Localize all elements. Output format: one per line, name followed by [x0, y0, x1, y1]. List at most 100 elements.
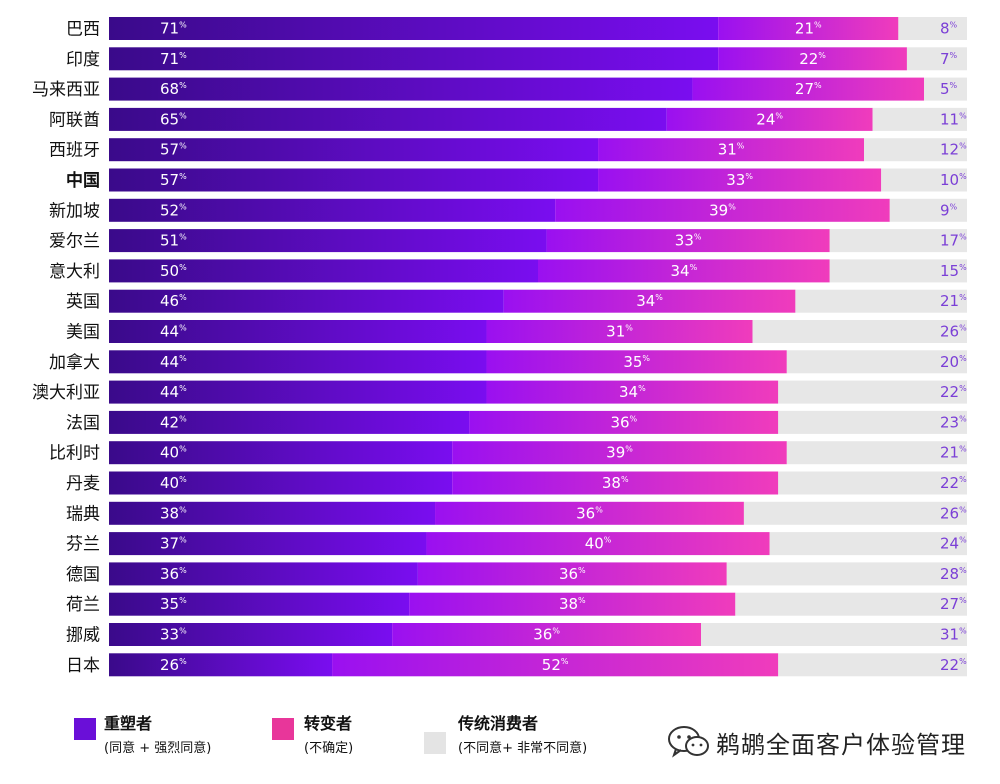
bar-row: 荷兰 35% 38% 27% — [66, 592, 967, 616]
bar-shifter — [598, 138, 865, 162]
bar-legacy — [778, 471, 967, 495]
category-label: 德国 — [66, 565, 100, 585]
bar-reshaper — [109, 289, 504, 313]
bar-legacy — [906, 47, 967, 71]
category-label: 新加坡 — [49, 201, 100, 221]
bar-row: 爱尔兰 51% 33% 17% — [49, 229, 967, 253]
watermark: 鹈鹕全面客户体验管理 — [666, 722, 966, 762]
bar-reshaper — [109, 350, 487, 374]
bar-reshaper — [109, 259, 538, 283]
bar-shifter — [486, 380, 779, 404]
bar-reshaper — [109, 320, 487, 343]
bar-row: 瑞典 38% 36% 26% — [66, 501, 967, 525]
bar-row: 意大利 50% 34% 15% — [49, 259, 967, 283]
bar-shifter — [718, 47, 907, 71]
category-label: 美国 — [66, 323, 100, 343]
bar-legacy — [881, 168, 967, 192]
bar-legacy — [752, 320, 967, 343]
bar-legacy — [769, 532, 967, 556]
category-label: 荷兰 — [66, 595, 100, 615]
bar-legacy — [701, 623, 967, 646]
bar-reshaper — [109, 471, 453, 495]
bar-legacy — [778, 653, 967, 677]
bar-row: 巴西 71% 21% 8% — [66, 17, 967, 40]
bar-shifter — [435, 501, 744, 525]
bar-shifter — [332, 653, 779, 677]
bar-row: 中国 57% 33% 10% — [66, 168, 967, 192]
category-label: 挪威 — [66, 626, 100, 646]
bar-reshaper — [109, 562, 418, 586]
bar-shifter — [666, 107, 873, 131]
category-label: 瑞典 — [66, 504, 100, 524]
bar-shifter — [555, 198, 890, 222]
legend-note-legacy: (不同意+ 非常不同意) — [458, 741, 588, 756]
bar-reshaper — [109, 47, 719, 71]
legend: 重塑者 (同意 + 强烈同意) 转变者 (不确定) 传统消费者 (不同意+ 非常… — [0, 702, 1000, 782]
bar-shifter — [692, 77, 925, 101]
bar-shifter — [538, 259, 830, 283]
stacked-bar-chart: 巴西 71% 21% 8% 印度 71% 22% 7% 马来西亚 68% 27% 5% 阿联酋 65% 24… — [32, 17, 967, 677]
bar-reshaper — [109, 441, 453, 465]
bar-legacy — [864, 138, 967, 162]
category-label: 西班牙 — [49, 141, 100, 161]
category-label: 爱尔兰 — [49, 232, 100, 252]
legend-label-shifter: 转变者 — [304, 714, 353, 733]
bar-row: 马来西亚 68% 27% 5% — [32, 77, 967, 101]
wechat-logo-icon — [668, 726, 709, 758]
bar-legacy — [726, 562, 967, 586]
bar-legacy — [889, 198, 967, 222]
bar-row: 印度 71% 22% 7% — [66, 47, 967, 71]
bar-legacy — [735, 592, 967, 616]
bar-legacy — [795, 289, 967, 313]
bar-row: 澳大利亚 44% 34% 22% — [32, 380, 967, 404]
category-label: 澳大利亚 — [32, 383, 100, 403]
bar-reshaper — [109, 501, 436, 525]
bar-reshaper — [109, 138, 599, 162]
bar-legacy — [778, 380, 967, 404]
bar-legacy — [778, 410, 967, 434]
category-label: 法国 — [66, 413, 100, 433]
bar-row: 芬兰 37% 40% 24% — [66, 532, 967, 556]
category-label: 意大利 — [49, 262, 100, 282]
bar-reshaper — [109, 198, 556, 222]
bar-legacy — [829, 229, 967, 253]
category-label: 印度 — [66, 50, 100, 70]
bar-shifter — [409, 592, 736, 616]
bar-reshaper — [109, 77, 693, 101]
bar-shifter — [392, 623, 702, 646]
category-label: 芬兰 — [66, 535, 100, 555]
legend-swatch-reshaper — [74, 718, 96, 740]
watermark-text: 鹈鹕全面客户体验管理 — [716, 730, 966, 759]
bar-reshaper — [109, 653, 333, 677]
bar-row: 美国 44% 31% 26% — [66, 320, 967, 343]
legend-swatch-shifter — [272, 718, 294, 740]
legend-label-legacy: 传统消费者 — [458, 714, 539, 733]
bar-reshaper — [109, 107, 667, 131]
category-label: 马来西亚 — [32, 80, 100, 100]
bar-row: 德国 36% 36% 28% — [66, 562, 967, 586]
legend-label-reshaper: 重塑者 — [104, 714, 153, 733]
bar-shifter — [426, 532, 770, 556]
bar-legacy — [898, 17, 967, 40]
bar-shifter — [452, 471, 779, 495]
bar-shifter — [469, 410, 779, 434]
bar-row: 比利时 40% 39% 21% — [49, 441, 967, 465]
bar-shifter — [546, 229, 830, 253]
bar-row: 挪威 33% 36% 31% — [66, 623, 967, 646]
bar-row: 西班牙 57% 31% 12% — [49, 138, 967, 162]
bar-shifter — [486, 350, 787, 374]
legend-swatch-legacy — [424, 732, 446, 754]
legend-note-reshaper: (同意 + 强烈同意) — [104, 741, 212, 756]
bar-shifter — [486, 320, 753, 343]
category-label: 中国 — [66, 170, 100, 191]
legend-note-shifter: (不确定) — [304, 741, 354, 756]
bar-legacy — [872, 107, 967, 131]
bar-row: 阿联酋 65% 24% 11% — [49, 107, 967, 131]
bar-legacy — [924, 77, 967, 101]
category-label: 日本 — [66, 656, 100, 676]
category-label: 英国 — [66, 292, 100, 312]
bar-row: 日本 26% 52% 22% — [66, 653, 967, 677]
bar-reshaper — [109, 623, 393, 646]
category-label: 巴西 — [66, 20, 100, 40]
bar-shifter — [452, 441, 787, 465]
